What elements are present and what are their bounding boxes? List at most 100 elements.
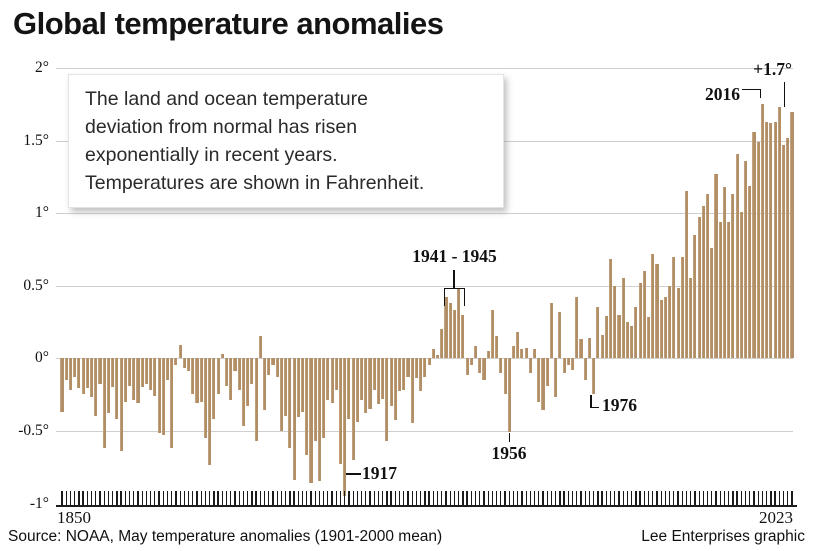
- y-axis-label: 0°: [35, 349, 49, 366]
- bar: [237, 358, 241, 390]
- year-tick: [766, 491, 768, 505]
- annotation-1976-connector-h: [590, 406, 599, 408]
- bar: [376, 358, 381, 405]
- year-tick: [293, 491, 295, 505]
- bar: [524, 347, 528, 359]
- year-tick: [306, 491, 308, 505]
- year-tick: [259, 491, 261, 505]
- year-tick: [508, 491, 510, 505]
- bar: [739, 211, 743, 358]
- year-tick: [335, 491, 337, 505]
- bar: [275, 358, 279, 377]
- year-tick: [411, 491, 413, 505]
- year-tick: [382, 491, 384, 505]
- y-axis-label: 2°: [35, 59, 49, 76]
- year-tick: [487, 491, 489, 505]
- bar: [229, 358, 233, 400]
- year-tick: [744, 491, 747, 505]
- year-tick: [200, 491, 202, 505]
- bar: [94, 358, 98, 416]
- bar: [191, 358, 195, 395]
- year-tick: [158, 491, 160, 505]
- year-tick: [656, 491, 658, 505]
- year-tick: [196, 491, 198, 505]
- bar: [655, 263, 659, 359]
- bar: [549, 302, 554, 358]
- bar: [385, 358, 389, 441]
- year-tick: [344, 491, 346, 505]
- year-tick: [280, 491, 283, 505]
- year-tick: [394, 491, 397, 505]
- bar: [710, 247, 714, 358]
- year-tick: [162, 491, 164, 505]
- year-tick: [213, 491, 215, 505]
- bar: [208, 358, 212, 466]
- bar: [203, 358, 208, 438]
- year-tick: [99, 491, 101, 505]
- bar: [516, 331, 520, 358]
- year-tick: [352, 491, 354, 505]
- bar: [309, 358, 313, 483]
- year-tick: [407, 491, 409, 505]
- bar: [722, 186, 727, 358]
- year-tick: [673, 491, 675, 505]
- year-tick: [732, 491, 734, 505]
- bar: [537, 358, 541, 402]
- year-tick: [65, 491, 67, 505]
- bar: [233, 358, 237, 371]
- bar: [478, 358, 482, 373]
- year-tick: [310, 491, 312, 505]
- bar: [119, 358, 123, 451]
- bar: [672, 256, 676, 358]
- annotation-1917-dash: [346, 473, 361, 475]
- year-tick: [116, 491, 118, 505]
- bar: [153, 358, 157, 396]
- year-tick: [719, 491, 721, 505]
- year-tick: [546, 491, 548, 505]
- year-tick: [652, 491, 654, 505]
- bar: [731, 194, 735, 358]
- year-tick: [297, 491, 299, 505]
- bar: [503, 358, 507, 395]
- bar: [676, 288, 680, 358]
- year-tick: [204, 491, 207, 505]
- year-tick: [221, 491, 223, 505]
- bar: [81, 358, 85, 395]
- year-tick: [230, 491, 232, 505]
- year-tick: [702, 491, 705, 505]
- bar: [566, 358, 570, 366]
- year-tick: [622, 491, 624, 505]
- bar: [199, 358, 203, 402]
- bar: [355, 358, 359, 422]
- year-tick: [356, 491, 359, 505]
- year-tick: [681, 491, 683, 505]
- bar: [461, 314, 465, 358]
- gridline: [56, 213, 793, 214]
- annotation-peak-connector: [783, 82, 786, 107]
- bar: [284, 358, 288, 416]
- year-tick: [706, 491, 709, 505]
- year-tick: [778, 491, 780, 505]
- year-tick: [238, 491, 240, 505]
- year-tick: [787, 491, 789, 505]
- source-line: Source: NOAA, May temperature anomalies …: [8, 528, 443, 545]
- year-tick: [609, 491, 612, 505]
- bar: [343, 358, 347, 496]
- bar: [140, 358, 144, 387]
- x-axis-line: [56, 505, 797, 507]
- year-tick: [576, 491, 578, 505]
- year-tick: [424, 491, 426, 505]
- annotation-1941-1945-bracket: [444, 288, 465, 306]
- bar: [85, 358, 89, 389]
- page-title: Global temperature anomalies: [13, 6, 444, 41]
- bar: [473, 346, 478, 358]
- bar: [562, 358, 566, 373]
- bar: [419, 358, 423, 392]
- year-tick: [432, 491, 434, 505]
- bar: [195, 358, 199, 403]
- year-tick: [525, 491, 527, 505]
- bar: [254, 358, 258, 441]
- year-tick: [698, 491, 700, 505]
- year-tick: [247, 491, 249, 505]
- bar: [406, 358, 410, 377]
